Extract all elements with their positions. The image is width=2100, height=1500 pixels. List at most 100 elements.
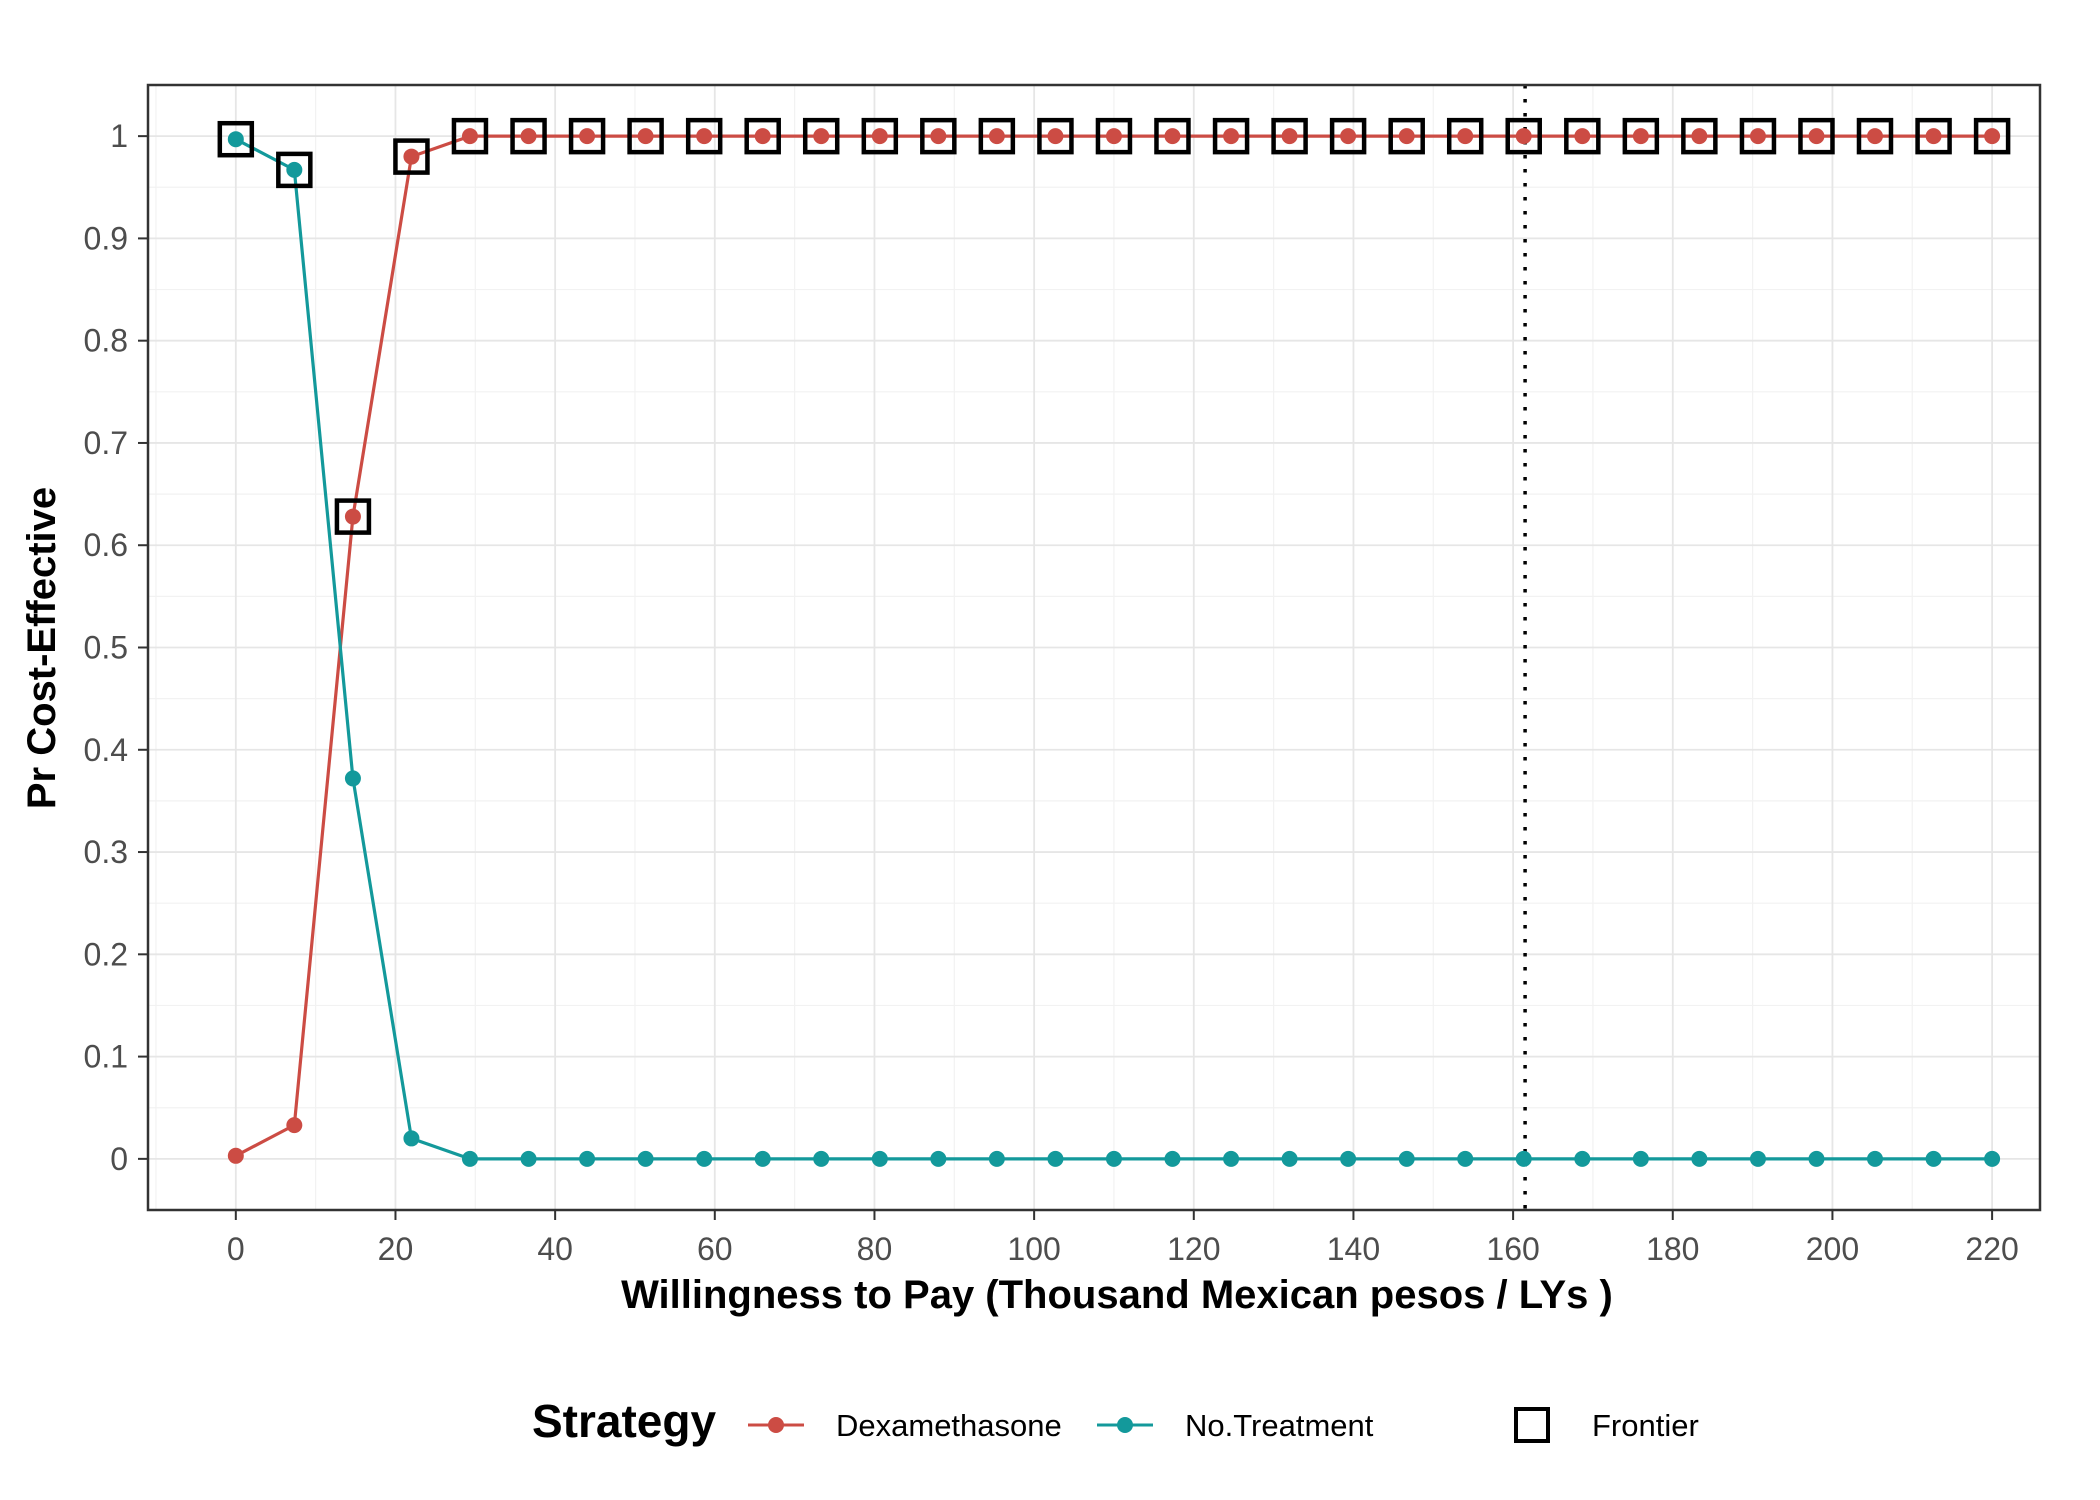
data-point-no-treatment [1984, 1150, 2001, 1167]
frontier-marker [451, 117, 489, 155]
data-point-no-treatment [1866, 1150, 1883, 1167]
data-point-no-treatment [1925, 1150, 1942, 1167]
y-axis-title: Pr Cost-Effective [20, 487, 64, 809]
frontier-marker [802, 117, 840, 155]
legend-label-no-treatment: No.Treatment [1185, 1408, 1374, 1443]
data-point-no-treatment [286, 161, 303, 178]
data-point-dexamethasone [696, 128, 713, 145]
data-point-no-treatment [1632, 1150, 1649, 1167]
legend-key-no-treatment-point [1117, 1417, 1133, 1433]
legend-label-dexamethasone: Dexamethasone [836, 1408, 1062, 1443]
data-point-no-treatment [696, 1150, 713, 1167]
data-point-no-treatment [1340, 1150, 1357, 1167]
x-tick-label: 0 [227, 1231, 245, 1267]
y-tick-label: 0.2 [84, 936, 128, 972]
frontier-marker [1739, 117, 1777, 155]
x-tick-label: 180 [1646, 1231, 1699, 1267]
data-point-dexamethasone [1574, 128, 1591, 145]
frontier-marker [1915, 117, 1952, 155]
x-tick-label: 100 [1007, 1231, 1060, 1267]
x-axis-title: Willingness to Pay (Thousand Mexican pes… [621, 1273, 1613, 1317]
data-point-dexamethasone [1223, 128, 1240, 145]
data-point-dexamethasone [1047, 128, 1064, 145]
frontier-marker [217, 120, 255, 158]
data-point-no-treatment [1164, 1150, 1181, 1167]
x-tick-label: 200 [1806, 1231, 1859, 1267]
frontier-marker [1798, 117, 1835, 155]
data-point-dexamethasone [754, 128, 771, 145]
data-point-no-treatment [403, 1130, 420, 1147]
data-point-dexamethasone [1984, 128, 2001, 145]
data-point-dexamethasone [286, 1117, 303, 1134]
x-tick-label: 20 [378, 1231, 414, 1267]
y-tick-label: 0.4 [84, 732, 128, 768]
data-point-dexamethasone [813, 128, 830, 145]
frontier-marker [1564, 117, 1601, 155]
data-point-no-treatment [754, 1150, 771, 1167]
data-point-dexamethasone [579, 128, 596, 145]
frontier-marker [1622, 117, 1660, 155]
data-point-dexamethasone [988, 128, 1005, 145]
y-tick-label: 0.7 [84, 425, 128, 461]
data-point-dexamethasone [1808, 128, 1825, 145]
data-point-no-treatment [1515, 1150, 1532, 1167]
frontier-marker [393, 138, 430, 175]
data-point-no-treatment [1398, 1150, 1415, 1167]
data-point-dexamethasone [1749, 128, 1766, 145]
data-point-dexamethasone [930, 128, 947, 145]
data-point-no-treatment [579, 1150, 596, 1167]
data-point-no-treatment [930, 1150, 947, 1167]
frontier-marker [568, 117, 606, 155]
data-point-dexamethasone [1398, 128, 1415, 145]
data-point-no-treatment [871, 1150, 888, 1167]
legend-title: Strategy [532, 1395, 716, 1447]
x-tick-label: 120 [1167, 1231, 1220, 1267]
frontier-marker [1095, 117, 1133, 155]
y-tick-label: 0.3 [84, 834, 128, 870]
data-point-no-treatment [1749, 1150, 1766, 1167]
frontier-marker [1973, 117, 2011, 155]
data-point-dexamethasone [1105, 128, 1122, 145]
data-point-no-treatment [813, 1150, 830, 1167]
data-point-dexamethasone [461, 128, 478, 145]
data-point-dexamethasone [227, 1147, 244, 1164]
x-tick-label: 80 [857, 1231, 893, 1267]
data-point-no-treatment [1223, 1150, 1240, 1167]
data-point-dexamethasone [520, 128, 537, 145]
data-point-no-treatment [1808, 1150, 1825, 1167]
frontier-marker [1388, 117, 1425, 155]
x-tick-label: 140 [1327, 1231, 1380, 1267]
legend: Strategy Dexamethasone No.Treatment Fron… [532, 1395, 1699, 1447]
data-point-dexamethasone [344, 508, 361, 525]
data-point-no-treatment [637, 1150, 654, 1167]
legend-key-frontier [1514, 1407, 1550, 1443]
frontier-marker [685, 117, 723, 155]
frontier-marker [1505, 117, 1542, 155]
frontier-marker [744, 117, 781, 155]
frontier-marker [920, 117, 957, 155]
frontier-marker [978, 117, 1016, 155]
data-point-dexamethasone [1164, 128, 1181, 145]
frontier-marker [276, 151, 313, 189]
data-point-dexamethasone [1691, 128, 1708, 145]
data-point-no-treatment [344, 770, 361, 787]
frontier-marker [1271, 117, 1308, 155]
legend-key-dexamethasone-point [768, 1417, 784, 1433]
data-point-no-treatment [1047, 1150, 1064, 1167]
frontier-marker [1446, 117, 1484, 155]
frontier-markers [217, 117, 2011, 535]
data-point-dexamethasone [1866, 128, 1883, 145]
y-tick-label: 0.1 [84, 1039, 128, 1075]
data-point-no-treatment [227, 131, 244, 148]
data-point-dexamethasone [1925, 128, 1942, 145]
x-tick-label: 220 [1965, 1231, 2018, 1267]
data-point-dexamethasone [1340, 128, 1357, 145]
x-tick-label: 40 [537, 1231, 573, 1267]
y-tick-label: 0.8 [84, 323, 128, 359]
y-tick-label: 0.9 [84, 220, 128, 256]
data-point-no-treatment [520, 1150, 537, 1167]
data-point-dexamethasone [1457, 128, 1474, 145]
data-point-no-treatment [461, 1150, 478, 1167]
frontier-marker [1154, 117, 1191, 155]
